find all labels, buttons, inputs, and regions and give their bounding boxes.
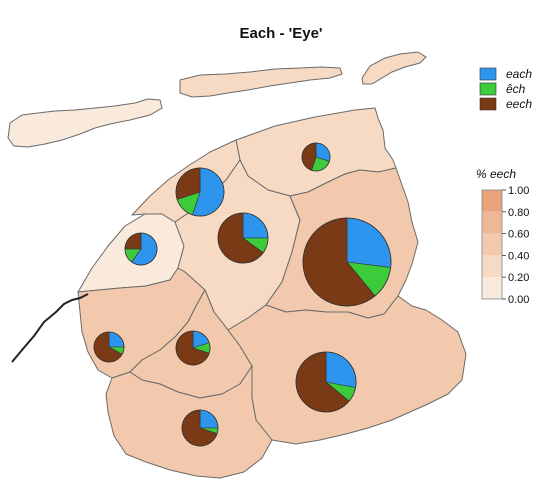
- legend-swatch-êch: [479, 82, 497, 96]
- pie-south: [181, 409, 219, 447]
- pie-west: [93, 331, 125, 363]
- pie-outline: [295, 351, 357, 413]
- pie-outline: [124, 232, 158, 266]
- pie-outline: [175, 167, 225, 217]
- scale-band: [482, 233, 502, 256]
- scale-band: [482, 190, 502, 212]
- legend-label: each: [506, 67, 532, 81]
- pie-charts: [93, 142, 392, 447]
- legend-swatch-eech: [479, 97, 497, 111]
- pie-outline: [175, 330, 211, 366]
- color-scale: % eech 1.00 0.80 0.60 0.40 0.20 0.00: [476, 167, 529, 306]
- legend-label: êch: [506, 82, 526, 96]
- pie-northeast: [301, 142, 331, 172]
- pie-outline: [302, 217, 392, 307]
- scale-tick-label: 1.00: [508, 185, 529, 197]
- pie-south-center: [175, 330, 211, 366]
- legend-swatch-each: [479, 67, 497, 81]
- pie-outline: [301, 142, 331, 172]
- scale-band: [482, 211, 502, 234]
- scale-title: % eech: [476, 167, 516, 181]
- islands: [7, 51, 427, 148]
- coastline-west: [11, 293, 89, 363]
- scale-band: [482, 255, 502, 278]
- pie-northwest: [124, 232, 158, 266]
- pie-outline: [217, 212, 269, 264]
- island-middle: [179, 66, 343, 98]
- scale-tick-label: 0.00: [508, 294, 529, 306]
- scale-frame: [481, 189, 503, 300]
- scale-tick-label: 0.40: [508, 250, 529, 262]
- scale-tick-label: 0.80: [508, 207, 529, 219]
- pie-east: [302, 217, 392, 307]
- pie-center: [217, 212, 269, 264]
- pie-southeast: [295, 351, 357, 413]
- island-west: [7, 98, 163, 148]
- scale-tick-label: 0.20: [508, 272, 529, 284]
- scale-tick-label: 0.60: [508, 229, 529, 241]
- island-east: [361, 51, 427, 85]
- legend-label: eech: [506, 97, 532, 111]
- scale-band: [482, 277, 502, 299]
- map-title: Each - 'Eye': [239, 25, 322, 42]
- pie-outline: [93, 331, 125, 363]
- pie-outline: [181, 409, 219, 447]
- pie-north: [175, 167, 225, 217]
